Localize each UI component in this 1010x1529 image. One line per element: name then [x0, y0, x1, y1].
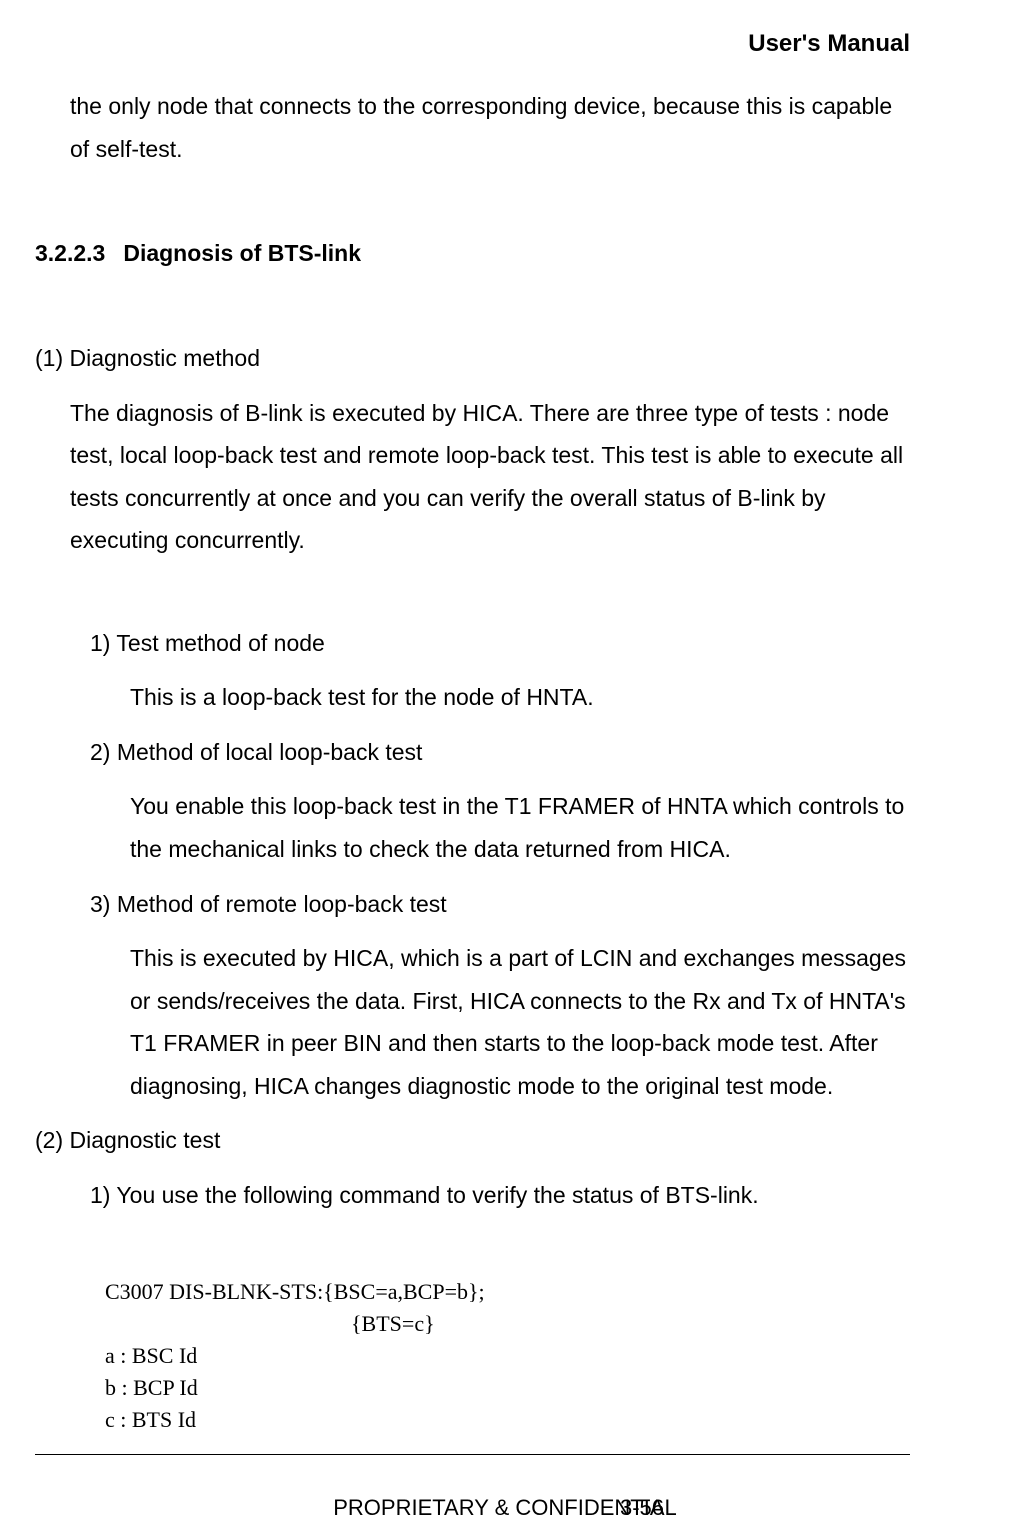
running-header: User's Manual	[748, 30, 910, 58]
item-1-heading: 1) Test method of node	[90, 622, 910, 665]
subsection-2-item-1: 1) You use the following command to veri…	[90, 1174, 910, 1217]
item-2-text: You enable this loop-back test in the T1…	[130, 785, 910, 870]
command-param-a: a : BSC Id	[105, 1340, 910, 1372]
page: User's Manual the only node that connect…	[0, 0, 1010, 1529]
command-block: C3007 DIS-BLNK-STS:{BSC=a,BCP=b}; {BTS=c…	[105, 1276, 910, 1435]
command-param-c: c : BTS Id	[105, 1404, 910, 1436]
item-1-text: This is a loop-back test for the node of…	[130, 676, 910, 719]
section-title: Diagnosis of BTS-link	[123, 240, 361, 266]
footer-page-number: 3-56	[620, 1495, 664, 1521]
item-2-heading: 2) Method of local loop-back test	[90, 731, 910, 774]
subsection-2-heading: (2) Diagnostic test	[35, 1119, 910, 1162]
footer-center-text: PROPRIETARY & CONFIDENTIAL	[0, 1495, 1010, 1521]
footer-rule	[35, 1454, 910, 1455]
section-number: 3.2.2.3	[35, 240, 105, 267]
section-heading: 3.2.2.3 Diagnosis of BTS-link	[35, 240, 910, 267]
subsection-1-text: The diagnosis of B-link is executed by H…	[70, 392, 910, 562]
subsection-1-heading: (1) Diagnostic method	[35, 337, 910, 380]
command-line-2: {BTS=c}	[105, 1308, 910, 1340]
intro-continuation: the only node that connects to the corre…	[70, 85, 910, 170]
page-content: the only node that connects to the corre…	[35, 85, 910, 1436]
item-3-heading: 3) Method of remote loop-back test	[90, 883, 910, 926]
item-3-text: This is executed by HICA, which is a par…	[130, 937, 910, 1107]
command-line-1: C3007 DIS-BLNK-STS:{BSC=a,BCP=b};	[105, 1276, 910, 1308]
command-param-b: b : BCP Id	[105, 1372, 910, 1404]
